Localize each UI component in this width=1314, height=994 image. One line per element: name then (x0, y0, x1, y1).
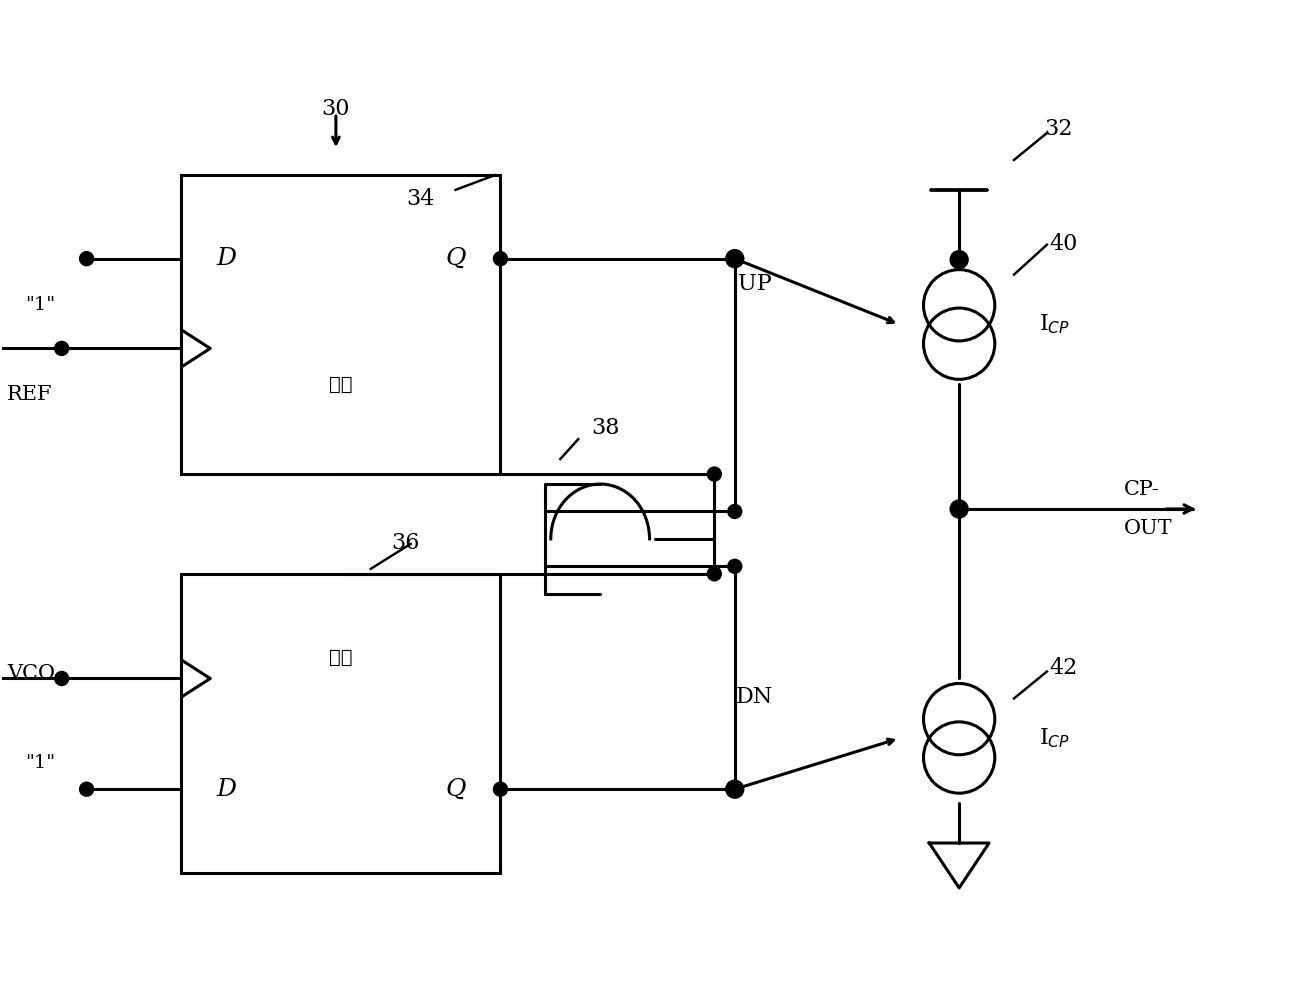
Circle shape (950, 500, 968, 518)
Text: VCO: VCO (7, 664, 55, 683)
Text: 40: 40 (1050, 233, 1077, 254)
Text: Q: Q (445, 248, 466, 270)
Text: DN: DN (736, 687, 774, 709)
Circle shape (728, 560, 742, 574)
Circle shape (80, 782, 93, 796)
Text: 复位: 复位 (328, 375, 352, 394)
Circle shape (55, 341, 68, 356)
Text: 36: 36 (392, 532, 420, 554)
Text: D: D (217, 248, 237, 270)
Circle shape (707, 467, 721, 481)
Circle shape (80, 251, 93, 265)
Text: Q: Q (445, 777, 466, 801)
Text: REF: REF (7, 385, 53, 404)
Text: 30: 30 (322, 98, 350, 120)
FancyBboxPatch shape (181, 574, 501, 873)
Circle shape (725, 249, 744, 267)
Text: 复位: 复位 (328, 648, 352, 667)
Text: D: D (217, 777, 237, 801)
Text: "1": "1" (25, 754, 55, 772)
Circle shape (728, 505, 742, 519)
Text: UP: UP (738, 272, 771, 294)
Text: 42: 42 (1050, 656, 1077, 679)
Text: I$_{CP}$: I$_{CP}$ (1039, 727, 1070, 750)
Text: 34: 34 (406, 188, 435, 210)
Circle shape (725, 780, 744, 798)
Circle shape (55, 672, 68, 686)
Circle shape (494, 251, 507, 265)
Text: 38: 38 (591, 417, 619, 439)
Text: 32: 32 (1045, 118, 1074, 140)
Circle shape (494, 782, 507, 796)
Text: "1": "1" (25, 295, 55, 313)
Circle shape (707, 567, 721, 580)
Text: CP-: CP- (1123, 479, 1159, 499)
Circle shape (950, 250, 968, 268)
Text: I$_{CP}$: I$_{CP}$ (1039, 313, 1070, 336)
Text: OUT: OUT (1123, 520, 1172, 539)
FancyBboxPatch shape (181, 175, 501, 474)
